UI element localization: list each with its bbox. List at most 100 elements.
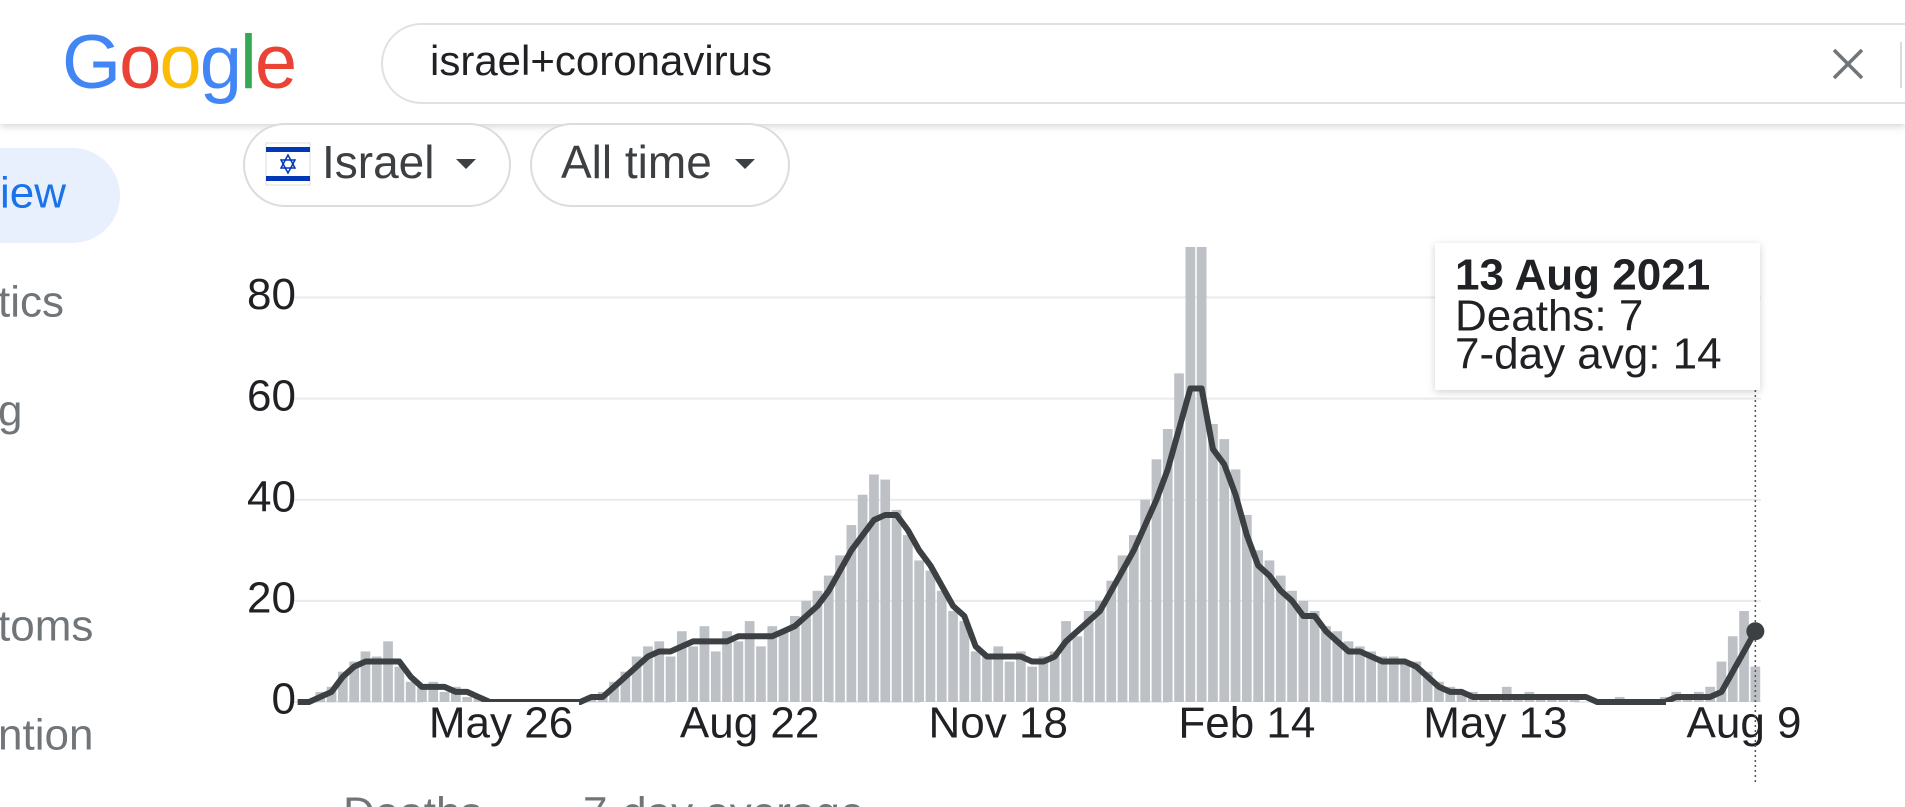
x-tick-label: Aug 22 [680, 699, 819, 748]
time-chip[interactable] [530, 123, 790, 207]
bar [1750, 666, 1761, 702]
bar [744, 621, 755, 702]
bar [1219, 439, 1230, 702]
bar [1355, 646, 1365, 702]
logo-letter: o [119, 20, 159, 105]
bar [835, 555, 845, 702]
tooltip [1435, 243, 1760, 390]
bar [790, 616, 800, 702]
bar [417, 686, 427, 702]
nav-item[interactable]: ntion [0, 711, 93, 760]
bar [1027, 666, 1037, 702]
bar [1117, 555, 1128, 702]
bar [654, 641, 665, 702]
bar [1422, 671, 1433, 702]
bar [665, 656, 676, 702]
bar [993, 646, 1004, 702]
bar [767, 626, 778, 702]
bar [1456, 691, 1467, 702]
bar [869, 474, 879, 702]
tooltip-average: 7-day avg: 14 [1455, 330, 1722, 379]
bar [756, 646, 766, 702]
logo-letter: G [62, 20, 119, 105]
bar [722, 631, 732, 702]
bar [371, 656, 382, 702]
bar [1377, 656, 1388, 702]
logo-letter: e [255, 20, 295, 105]
nav-item[interactable]: tics [0, 278, 64, 327]
bar [857, 494, 868, 702]
nav-active[interactable] [0, 148, 120, 243]
bar [1287, 590, 1297, 702]
bar [1343, 641, 1354, 702]
bar [1004, 661, 1015, 702]
bar [1400, 661, 1410, 702]
bar [1174, 373, 1184, 702]
chip-label[interactable]: Israel [322, 136, 434, 188]
bar [733, 641, 744, 702]
bar [677, 631, 687, 702]
search-box[interactable] [381, 23, 1905, 104]
bar [1332, 631, 1343, 702]
bar [1162, 429, 1173, 702]
bar [688, 646, 698, 702]
clear-button[interactable] [1832, 48, 1864, 80]
bar [1061, 621, 1071, 702]
bar [914, 560, 924, 702]
bar [1275, 575, 1286, 702]
bar [925, 570, 936, 702]
bar [1434, 681, 1444, 702]
bar [1411, 661, 1422, 702]
tooltip-deaths: Deaths: 7 [1455, 292, 1643, 341]
bar [1264, 560, 1275, 702]
bar [383, 641, 393, 702]
nav-item[interactable]: iew [0, 169, 66, 218]
bar [1151, 459, 1162, 702]
bar [462, 696, 472, 702]
chip-arrow [735, 159, 755, 169]
logo: Google [62, 20, 295, 105]
bar [405, 681, 416, 702]
bar [1095, 600, 1105, 702]
bar [439, 691, 450, 702]
bar [1129, 535, 1139, 702]
bar [1253, 550, 1263, 702]
bar [1230, 469, 1241, 702]
line [297, 385, 1758, 705]
plot-area [297, 247, 1761, 705]
search-query[interactable]: israel+coronavirus [430, 37, 772, 84]
bar [1196, 247, 1207, 702]
bar [620, 671, 631, 702]
bar [1208, 423, 1218, 702]
x-tick-label: Feb 14 [1178, 699, 1315, 748]
bar [394, 666, 405, 702]
bar [631, 656, 642, 702]
logo-letter: l [240, 20, 255, 105]
bar [1388, 656, 1399, 702]
bar [1038, 656, 1049, 702]
bar [959, 621, 970, 702]
tooltip-date: 13 Aug 2021 [1455, 251, 1710, 300]
x-tick-label: May 13 [1423, 699, 1567, 748]
bar [360, 651, 371, 702]
nav-item[interactable]: g [0, 387, 22, 436]
chip-label[interactable]: All time [561, 136, 712, 188]
x-tick-label-bg [423, 702, 580, 750]
bar [699, 626, 710, 702]
nav-item[interactable]: toms [0, 602, 93, 651]
y-tick-label: 60 [247, 371, 296, 420]
chip-arrow [456, 159, 476, 169]
bar [936, 590, 947, 702]
legend-label: 7-day average [583, 789, 864, 807]
bar [1106, 580, 1117, 702]
bar [903, 535, 913, 702]
bar [609, 681, 619, 702]
bar [1049, 651, 1060, 702]
hover-point [1746, 622, 1765, 641]
bar [643, 646, 653, 702]
x-tick-label-bg [1666, 702, 1823, 750]
bar [1321, 626, 1331, 702]
bar [812, 590, 823, 702]
bar [1140, 499, 1150, 702]
